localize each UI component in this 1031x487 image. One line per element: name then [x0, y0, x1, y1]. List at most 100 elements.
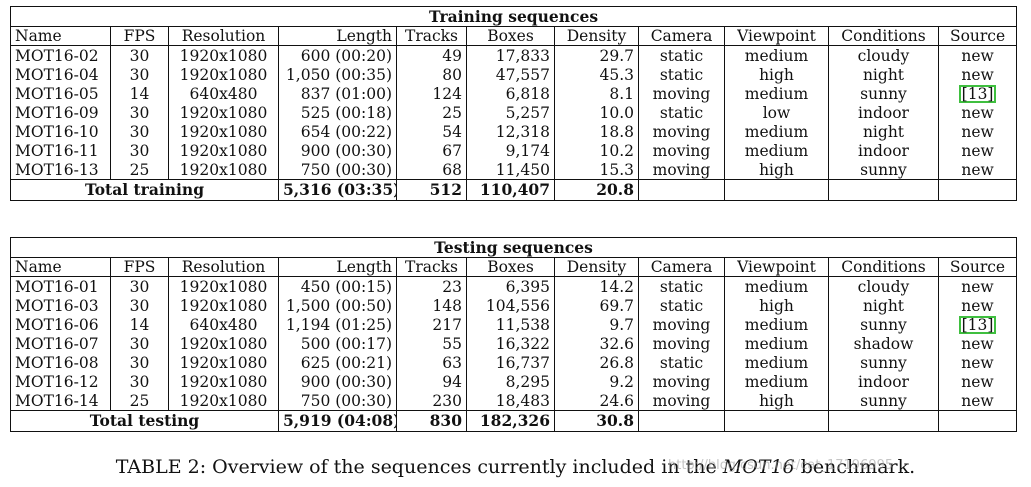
column-header-viewpoint: Viewpoint [724, 257, 829, 277]
cell-density: 45.3 [554, 65, 639, 84]
cell-length: 750 (00:30) [278, 160, 397, 180]
cell-boxes: 11,538 [466, 315, 555, 334]
cell-source: new [938, 391, 1017, 411]
cell-fps: 25 [110, 160, 169, 180]
cell-conditions: cloudy [828, 45, 939, 65]
training-total-label: Total training [10, 179, 279, 201]
cell-camera: moving [638, 160, 725, 180]
cell-name: MOT16-12 [10, 372, 111, 391]
cell-source: new [938, 276, 1017, 296]
training-total-empty [937, 179, 1018, 201]
citation-link[interactable]: [13] [958, 84, 997, 103]
cell-length: 500 (00:17) [278, 334, 397, 353]
cell-tracks: 23 [396, 276, 467, 296]
training-total-empty [828, 179, 939, 201]
cell-resolution: 640x480 [168, 315, 279, 334]
cell-name: MOT16-11 [10, 141, 111, 160]
cell-tracks: 49 [396, 45, 467, 65]
cell-name: MOT16-10 [10, 122, 111, 141]
table-caption: TABLE 2: Overview of the sequences curre… [0, 456, 1031, 478]
cell-camera: static [638, 276, 725, 296]
cell-fps: 30 [110, 334, 169, 353]
table-row: MOT16-07 30 1920x1080 500 (00:17) 55 16,322 32… [10, 334, 1017, 353]
cell-density: 29.7 [554, 45, 639, 65]
cell-length: 625 (00:21) [278, 353, 397, 372]
testing-body: MOT16-01 30 1920x1080 450 (00:15) 23 6,395 14.… [10, 276, 1017, 411]
cell-length: 600 (00:20) [278, 45, 397, 65]
cell-name: MOT16-07 [10, 334, 111, 353]
cell-conditions: sunny [828, 391, 939, 411]
cell-resolution: 1920x1080 [168, 334, 279, 353]
column-header-conditions: Conditions [828, 257, 939, 277]
cell-camera: moving [638, 391, 725, 411]
cell-tracks: 217 [396, 315, 467, 334]
column-header-length: Length [278, 26, 397, 46]
cell-length: 1,050 (00:35) [278, 65, 397, 84]
cell-fps: 25 [110, 391, 169, 411]
cell-conditions: night [828, 122, 939, 141]
cell-name: MOT16-13 [10, 160, 111, 180]
cell-viewpoint: medium [724, 353, 829, 372]
caption-prefix: TABLE 2: Overview of the sequences curre… [115, 456, 723, 478]
cell-name: MOT16-09 [10, 103, 111, 122]
column-header-resolution: Resolution [168, 26, 279, 46]
column-header-conditions: Conditions [828, 26, 939, 46]
cell-length: 1,194 (01:25) [278, 315, 397, 334]
cell-fps: 14 [110, 315, 169, 334]
table-row: MOT16-04 30 1920x1080 1,050 (00:35) 80 47,557… [10, 65, 1018, 84]
cell-name: MOT16-01 [10, 276, 111, 296]
cell-resolution: 1920x1080 [168, 45, 279, 65]
table-row: MOT16-05 14 640x480 837 (01:00) 124 6,818 8.1 m… [10, 84, 1018, 103]
cell-camera: moving [638, 315, 725, 334]
cell-resolution: 1920x1080 [168, 353, 279, 372]
cell-viewpoint: medium [724, 84, 829, 103]
cell-source: new [938, 334, 1017, 353]
cell-density: 10.0 [554, 103, 639, 122]
cell-source: new [937, 45, 1018, 65]
table-row: MOT16-09 30 1920x1080 525 (00:18) 25 5,257 10.… [10, 103, 1018, 122]
cell-boxes: 16,737 [466, 353, 555, 372]
cell-boxes: 6,818 [466, 84, 555, 103]
cell-tracks: 94 [396, 372, 467, 391]
citation-link[interactable]: [13] [958, 315, 997, 334]
training-table: Training sequences Name FPS Resolution Leng… [9, 6, 1018, 201]
column-header-length: Length [278, 257, 397, 277]
cell-tracks: 63 [396, 353, 467, 372]
cell-fps: 30 [110, 141, 169, 160]
cell-tracks: 55 [396, 334, 467, 353]
cell-density: 9.2 [554, 372, 639, 391]
cell-conditions: night [828, 65, 939, 84]
cell-boxes: 18,483 [466, 391, 555, 411]
cell-length: 750 (00:30) [278, 391, 397, 411]
cell-fps: 30 [110, 103, 169, 122]
cell-resolution: 1920x1080 [168, 103, 279, 122]
cell-viewpoint: high [724, 391, 829, 411]
cell-camera: moving [638, 372, 725, 391]
cell-density: 14.2 [554, 276, 639, 296]
cell-viewpoint: medium [724, 141, 829, 160]
cell-resolution: 1920x1080 [168, 296, 279, 315]
cell-fps: 30 [110, 296, 169, 315]
caption-emphasis: MOT16 [722, 456, 795, 478]
cell-tracks: 230 [396, 391, 467, 411]
cell-viewpoint: low [724, 103, 829, 122]
column-header-viewpoint: Viewpoint [724, 26, 829, 46]
cell-viewpoint: medium [724, 315, 829, 334]
table-row: MOT16-08 30 1920x1080 625 (00:21) 63 16,737 26… [10, 353, 1017, 372]
cell-boxes: 8,295 [466, 372, 555, 391]
cell-conditions: sunny [828, 160, 939, 180]
testing-total-tracks: 830 [396, 410, 467, 432]
cell-resolution: 1920x1080 [168, 141, 279, 160]
training-total-tracks: 512 [396, 179, 467, 201]
testing-title: Testing sequences [10, 237, 1017, 258]
cell-tracks: 148 [396, 296, 467, 315]
cell-length: 1,500 (00:50) [278, 296, 397, 315]
training-total-density: 20.8 [554, 179, 639, 201]
column-header-fps: FPS [110, 257, 169, 277]
column-header-boxes: Boxes [466, 257, 555, 277]
caption-suffix: benchmark. [794, 456, 916, 478]
cell-tracks: 25 [396, 103, 467, 122]
training-body: MOT16-02 30 1920x1080 600 (00:20) 49 17,833 29… [10, 45, 1018, 180]
cell-resolution: 1920x1080 [168, 276, 279, 296]
cell-density: 69.7 [554, 296, 639, 315]
